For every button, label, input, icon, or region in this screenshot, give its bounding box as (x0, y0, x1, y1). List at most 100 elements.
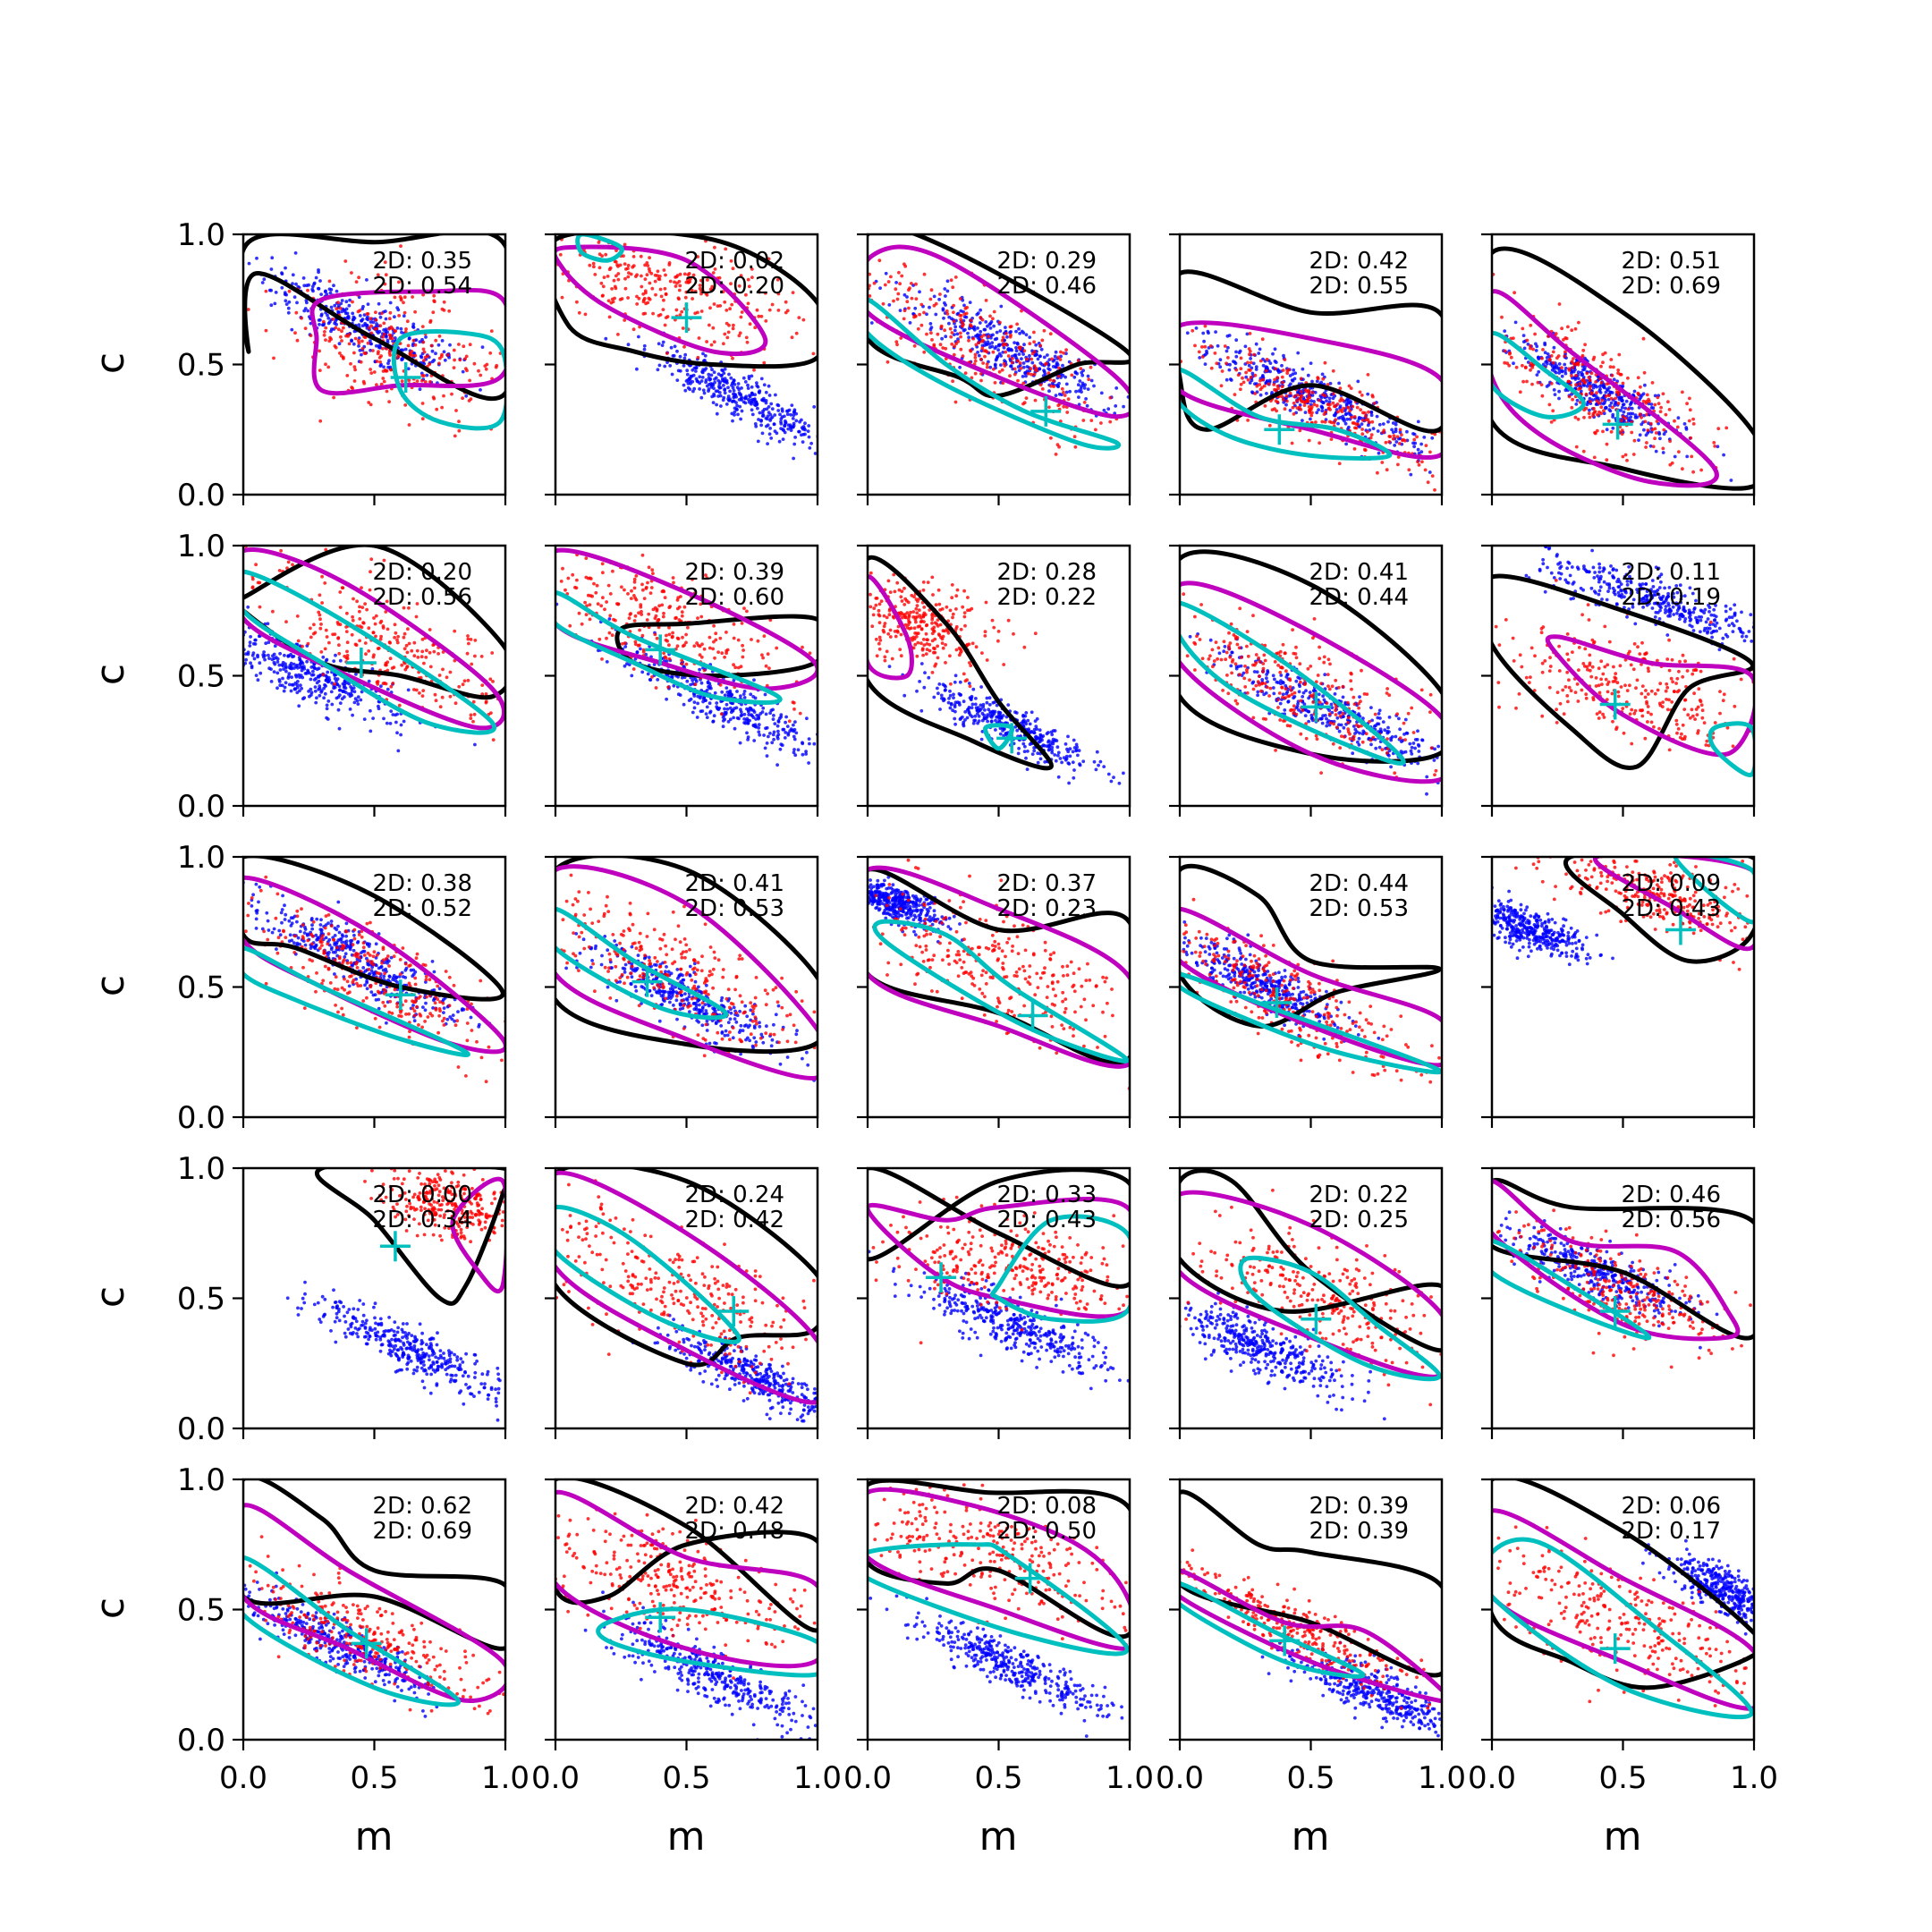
red-scatter-series-point (480, 683, 485, 687)
red-scatter-series-point (309, 626, 312, 631)
blue-scatter-series-point (730, 411, 734, 416)
red-scatter-series-point (1292, 401, 1296, 405)
red-scatter-series-point (1024, 396, 1029, 400)
red-scatter-series-point (391, 682, 395, 685)
red-scatter-series-point (1291, 405, 1295, 410)
red-scatter-series-point (1574, 383, 1578, 387)
red-scatter-series-point (366, 312, 370, 316)
blue-scatter-series-point (1327, 396, 1332, 401)
blue-scatter-series-point (260, 281, 265, 284)
red-scatter-series-point (324, 326, 328, 330)
red-scatter-series-point (983, 354, 987, 359)
red-scatter-series-point (979, 316, 983, 319)
red-scatter-series-point (1307, 438, 1311, 443)
blue-scatter-series-point (309, 673, 314, 677)
red-scatter-series-point (318, 626, 323, 631)
blue-scatter-series-point (284, 681, 288, 685)
xlabel-col-4: m (1292, 1814, 1330, 1860)
red-scatter-series-point (1562, 338, 1565, 342)
blue-scatter-series-point (723, 391, 727, 395)
red-scatter-series-point (1263, 404, 1267, 408)
red-scatter-series-point (319, 623, 323, 626)
blue-scatter-series-point (898, 309, 902, 312)
red-scatter-series-point (895, 343, 899, 347)
blue-scatter-series-point (207, 640, 210, 644)
blue-scatter-series-point (786, 427, 791, 431)
red-scatter-series-point (739, 665, 743, 669)
blue-scatter-series-point (1356, 419, 1360, 423)
red-scatter-series-point (1300, 394, 1303, 398)
blue-scatter-series-point (683, 388, 688, 393)
blue-scatter-series-point (228, 660, 232, 664)
blue-scatter-series-point (302, 666, 307, 671)
red-scatter-series-point (1253, 392, 1258, 395)
red-scatter-series-point (615, 602, 619, 606)
blue-scatter-series-point (754, 424, 758, 428)
red-scatter-series-point (932, 303, 936, 308)
red-scatter-series-point (1338, 386, 1343, 390)
red-scatter-series-point (388, 310, 393, 315)
red-scatter-series-point (286, 560, 291, 564)
red-scatter-series-point (1223, 344, 1227, 348)
red-scatter-series-point (984, 299, 988, 302)
blue-scatter-series-point (1328, 381, 1333, 386)
blue-scatter-series-point (769, 436, 774, 440)
red-scatter-series-point (623, 641, 627, 645)
red-scatter-series-point (760, 653, 764, 657)
red-scatter-series-point (667, 261, 672, 265)
red-scatter-series-point (351, 386, 354, 391)
blue-scatter-series-point (809, 441, 813, 445)
red-scatter-series-point (667, 606, 672, 610)
red-scatter-series-point (466, 637, 470, 641)
red-scatter-series-point (949, 278, 953, 283)
red-scatter-series-point (604, 252, 608, 257)
red-scatter-series-point (1587, 411, 1591, 416)
blue-scatter-series-point (953, 325, 958, 329)
blue-scatter-series-point (1503, 329, 1507, 333)
red-scatter-series-point (667, 625, 671, 630)
blue-scatter-series-point (254, 674, 258, 677)
red-scatter-series-point (434, 699, 438, 703)
blue-scatter-series-point (464, 394, 469, 398)
red-scatter-series-point (405, 319, 410, 324)
red-scatter-series-point (1366, 373, 1370, 377)
red-scatter-series-point (453, 434, 457, 438)
red-scatter-series-point (1307, 405, 1311, 409)
black-contour-line (555, 234, 818, 369)
red-scatter-series-point (301, 644, 304, 648)
blue-scatter-series-point (366, 302, 370, 306)
blue-scatter-series-point (378, 315, 383, 319)
blue-scatter-series-point (721, 724, 725, 729)
red-scatter-series-point (454, 409, 458, 412)
red-scatter-series-point (496, 247, 500, 250)
blue-scatter-series-point (1716, 445, 1720, 449)
blue-scatter-series-point (792, 737, 797, 741)
blue-scatter-series-point (1021, 352, 1025, 356)
blue-scatter-series-point (315, 667, 319, 672)
blue-scatter-series-point (656, 368, 660, 372)
blue-scatter-series-point (284, 299, 288, 303)
blue-scatter-series-point (1064, 382, 1069, 386)
blue-scatter-series-point (700, 709, 705, 713)
red-scatter-series-point (382, 558, 386, 563)
red-scatter-series-point (1599, 364, 1603, 369)
blue-scatter-series-point (293, 674, 298, 677)
red-scatter-series-point (1460, 484, 1463, 487)
red-scatter-series-point (1554, 332, 1558, 335)
red-scatter-series-point (279, 548, 283, 553)
blue-scatter-series-point (1282, 353, 1285, 358)
blue-scatter-series-point (728, 717, 733, 722)
blue-scatter-series-point (928, 305, 931, 309)
red-scatter-series-point (1507, 363, 1512, 368)
red-scatter-series-point (929, 331, 933, 335)
red-scatter-series-point (673, 280, 676, 284)
blue-scatter-series-point (1722, 453, 1725, 457)
blue-scatter-series-point (255, 256, 258, 260)
red-scatter-series-point (606, 583, 611, 588)
blue-scatter-series-point (369, 708, 372, 713)
red-scatter-series-point (1372, 402, 1377, 405)
red-scatter-series-point (344, 656, 349, 660)
red-scatter-series-point (746, 301, 750, 306)
cross-marker (1602, 409, 1633, 440)
blue-scatter-series-point (746, 397, 750, 402)
